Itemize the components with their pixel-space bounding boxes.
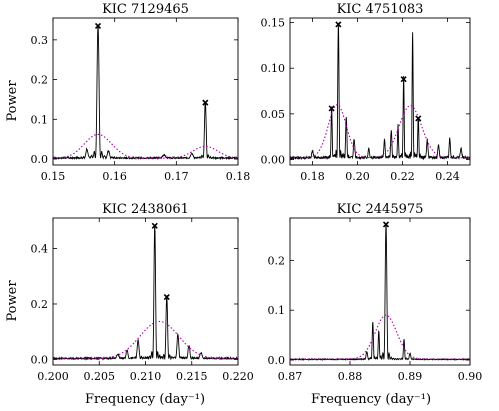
y-tick-label: 0.15 (261, 17, 286, 30)
x-tick-label: 0.87 (278, 370, 303, 383)
x-tick-label: 0.17 (164, 170, 189, 183)
plot-frame (52, 217, 239, 366)
y-tick-label: 0.10 (261, 62, 286, 75)
marker-stroke (415, 115, 422, 122)
y-tick-label: 0.0 (31, 353, 49, 366)
x-tick-label: 0.90 (458, 370, 483, 383)
plot-frame (289, 217, 471, 366)
y-tick-label: 0.2 (31, 74, 49, 87)
observed-spectrum-line (290, 224, 470, 362)
plot-frame (289, 17, 471, 166)
x-tick-label: 0.215 (176, 370, 208, 383)
model-profile-line (290, 104, 470, 159)
peak-marker (163, 293, 170, 301)
marker-stroke (163, 293, 170, 301)
x-tick-label: 0.24 (435, 170, 460, 183)
x-tick-label: 0.200 (37, 370, 69, 383)
marker-stroke (400, 76, 407, 83)
x-tick-label: 0.88 (338, 370, 363, 383)
peak-marker (151, 222, 158, 229)
panel-2: 0.18 0.20 0.22 0.24 0.00 0.05 0.10 0.15 KIC 4751… (261, 2, 471, 183)
peak-marker (335, 21, 342, 28)
y-tick-label: 0.00 (261, 154, 286, 167)
xlabel-left: Frequency (day⁻¹) (85, 392, 205, 407)
peak-marker (415, 115, 422, 122)
observed-spectrum-line (53, 224, 238, 361)
x-tick-label: 0.15 (41, 170, 66, 183)
y-tick-label: 0.0 (31, 153, 49, 166)
y-tick-label: 0.0 (268, 354, 286, 367)
marker-stroke (202, 99, 209, 106)
marker-stroke (94, 22, 102, 30)
ylabel-bottom: Power (5, 280, 20, 322)
peak-marker (400, 76, 407, 83)
marker-stroke (328, 105, 335, 112)
panel-title: KIC 2445975 (337, 202, 424, 217)
observed-spectrum-line (290, 22, 470, 161)
y-tick-label: 0.2 (268, 254, 286, 267)
panel-4: 0.87 0.88 0.89 0.90 0.0 0.1 0.2 KIC 2445975 (268, 202, 483, 383)
x-tick-label: 0.210 (130, 370, 162, 383)
x-tick-label: 0.18 (226, 170, 251, 183)
y-tick-label: 0.1 (31, 113, 49, 126)
x-tick-label: 0.20 (345, 170, 370, 183)
x-tick-label: 0.220 (222, 370, 254, 383)
peak-marker (382, 221, 390, 228)
x-tick-label: 0.22 (390, 170, 415, 183)
x-tick-label: 0.205 (84, 370, 116, 383)
observed-spectrum-line (53, 25, 238, 161)
peak-marker (202, 99, 209, 106)
peak-marker (328, 105, 335, 112)
y-tick-label: 0.2 (31, 298, 49, 311)
plot-frame (52, 17, 239, 166)
peak-marker (94, 22, 102, 30)
model-profile-line (53, 133, 238, 159)
ylabel-top: Power (5, 80, 20, 122)
panel-title: KIC 4751083 (337, 2, 424, 17)
y-tick-label: 0.4 (31, 243, 49, 256)
panel-title: KIC 7129465 (102, 2, 189, 17)
model-profile-line (53, 320, 238, 360)
x-tick-label: 0.18 (300, 170, 325, 183)
y-tick-label: 0.1 (268, 304, 286, 317)
x-tick-label: 0.89 (398, 370, 423, 383)
y-tick-label: 0.05 (261, 108, 286, 121)
marker-stroke (335, 21, 342, 28)
y-tick-label: 0.3 (31, 34, 49, 47)
x-tick-label: 0.16 (102, 170, 127, 183)
panel-title: KIC 2438061 (102, 202, 189, 217)
marker-stroke (151, 222, 158, 229)
panel-3: 0.200 0.205 0.210 0.215 0.220 0.0 0.2 0.4 KIC 24… (31, 202, 254, 383)
xlabel-right: Frequency (day⁻¹) (311, 392, 431, 407)
panel-1: 0.15 0.16 0.17 0.18 0.0 0.1 0.2 0.3 KIC 7129465 (31, 2, 251, 183)
marker-stroke (382, 221, 390, 228)
